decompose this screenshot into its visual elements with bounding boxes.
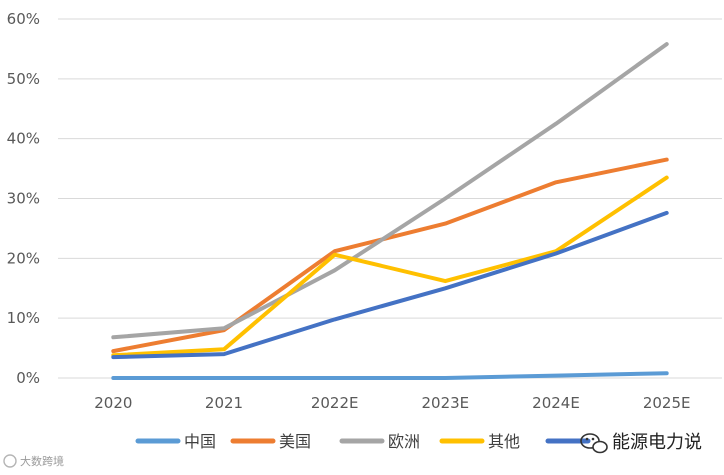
legend-label-1: 美国 xyxy=(279,432,311,451)
y-tick-label: 60% xyxy=(7,10,40,28)
legend-label-2: 欧洲 xyxy=(388,432,420,451)
series-line-0 xyxy=(111,371,669,380)
y-axis: 0% 10% 20% 30% 40% 50% 60% xyxy=(7,10,40,387)
series-line-3 xyxy=(111,175,669,358)
x-tick-label: 2024E xyxy=(532,394,580,412)
series-line-4 xyxy=(111,210,669,360)
series-lines xyxy=(111,42,669,380)
x-tick-label: 2020 xyxy=(94,394,132,412)
y-tick-label: 20% xyxy=(7,249,40,267)
watermark-label: 能源电力说 xyxy=(612,432,702,453)
y-tick-label: 0% xyxy=(16,369,40,387)
y-tick-label: 40% xyxy=(7,130,40,148)
legend-label-3: 其他 xyxy=(488,432,520,451)
logo: 大数跨境 xyxy=(3,454,64,468)
y-tick-label: 30% xyxy=(7,190,40,208)
legend: 中国 美国 欧洲 其他 xyxy=(135,432,591,451)
y-tick-label: 10% xyxy=(7,309,40,327)
x-axis: 2020 2021 2022E 2023E 2024E 2025E xyxy=(94,394,690,412)
x-tick-label: 2023E xyxy=(422,394,470,412)
x-tick-label: 2022E xyxy=(311,394,359,412)
legend-label-0: 中国 xyxy=(184,432,216,451)
gridlines xyxy=(58,18,722,379)
y-tick-label: 50% xyxy=(7,70,40,88)
watermark: 能源电力说 大数跨境 xyxy=(3,432,702,468)
logo-text: 大数跨境 xyxy=(20,454,64,468)
series-line-2 xyxy=(111,42,669,340)
x-tick-label: 2021 xyxy=(205,394,243,412)
x-tick-label: 2025E xyxy=(643,394,691,412)
wechat-icon xyxy=(580,433,608,454)
series-line-1 xyxy=(111,157,669,354)
